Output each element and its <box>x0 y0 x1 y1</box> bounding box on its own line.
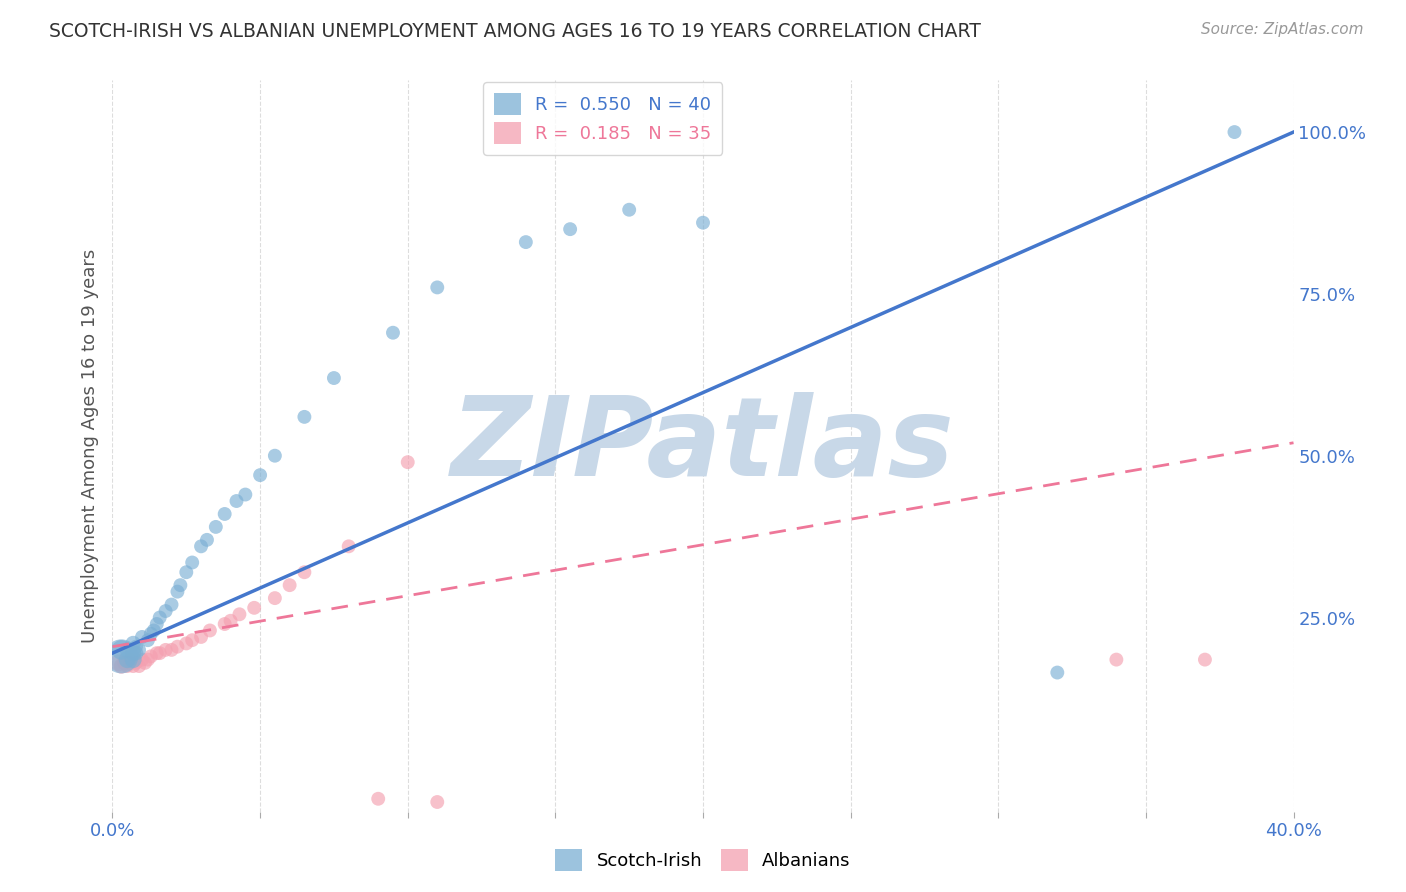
Point <box>122 646 145 660</box>
Point <box>117 652 138 666</box>
Y-axis label: Unemployment Among Ages 16 to 19 years: Unemployment Among Ages 16 to 19 years <box>80 249 98 643</box>
Point <box>139 626 162 640</box>
Point <box>1105 652 1128 666</box>
Point <box>249 468 271 483</box>
Point <box>323 371 346 385</box>
Point <box>131 652 153 666</box>
Point <box>214 507 236 521</box>
Point <box>243 600 266 615</box>
Point <box>292 566 315 580</box>
Point <box>149 646 172 660</box>
Point <box>149 610 172 624</box>
Point <box>136 633 159 648</box>
Legend: R =  0.550   N = 40, R =  0.185   N = 35: R = 0.550 N = 40, R = 0.185 N = 35 <box>482 82 723 155</box>
Point <box>112 656 135 670</box>
Point <box>195 533 218 547</box>
Point <box>131 630 153 644</box>
Point <box>160 643 183 657</box>
Point <box>160 598 183 612</box>
Point <box>205 520 228 534</box>
Point <box>337 539 360 553</box>
Point <box>122 652 145 666</box>
Point <box>190 539 212 553</box>
Point <box>225 494 247 508</box>
Point <box>1223 125 1246 139</box>
Text: Source: ZipAtlas.com: Source: ZipAtlas.com <box>1201 22 1364 37</box>
Point <box>120 656 142 670</box>
Point <box>264 591 287 606</box>
Point <box>181 633 204 648</box>
Point <box>125 656 148 670</box>
Point <box>110 649 132 664</box>
Point <box>146 617 169 632</box>
Point <box>117 659 138 673</box>
Point <box>426 280 449 294</box>
Point <box>692 216 714 230</box>
Point <box>558 222 582 236</box>
Point <box>292 409 315 424</box>
Point <box>166 640 188 654</box>
Point <box>228 607 250 622</box>
Point <box>382 326 405 340</box>
Point <box>146 646 169 660</box>
Point <box>515 235 537 249</box>
Point <box>219 614 242 628</box>
Point <box>142 624 165 638</box>
Point <box>367 791 389 805</box>
Point <box>181 556 204 570</box>
Point <box>128 659 150 673</box>
Point <box>426 795 449 809</box>
Point <box>1194 652 1216 666</box>
Point <box>174 566 197 580</box>
Text: ZIPatlas: ZIPatlas <box>451 392 955 500</box>
Point <box>125 646 148 660</box>
Point <box>264 449 287 463</box>
Point <box>110 659 132 673</box>
Point <box>155 643 177 657</box>
Point <box>233 487 256 501</box>
Point <box>128 643 150 657</box>
Point <box>214 617 236 632</box>
Point <box>125 640 148 654</box>
Point <box>190 630 212 644</box>
Legend: Scotch-Irish, Albanians: Scotch-Irish, Albanians <box>548 842 858 879</box>
Point <box>107 656 129 670</box>
Point <box>139 649 162 664</box>
Point <box>278 578 301 592</box>
Point <box>110 643 132 657</box>
Point <box>1046 665 1069 680</box>
Point <box>122 636 145 650</box>
Point <box>169 578 191 592</box>
Text: SCOTCH-IRISH VS ALBANIAN UNEMPLOYMENT AMONG AGES 16 TO 19 YEARS CORRELATION CHAR: SCOTCH-IRISH VS ALBANIAN UNEMPLOYMENT AM… <box>49 22 981 41</box>
Point <box>198 624 221 638</box>
Point <box>174 636 197 650</box>
Point <box>155 604 177 618</box>
Point <box>396 455 419 469</box>
Point <box>117 643 138 657</box>
Point <box>136 652 159 666</box>
Point <box>619 202 641 217</box>
Point <box>122 659 145 673</box>
Point <box>120 652 142 666</box>
Point <box>166 584 188 599</box>
Point <box>134 656 156 670</box>
